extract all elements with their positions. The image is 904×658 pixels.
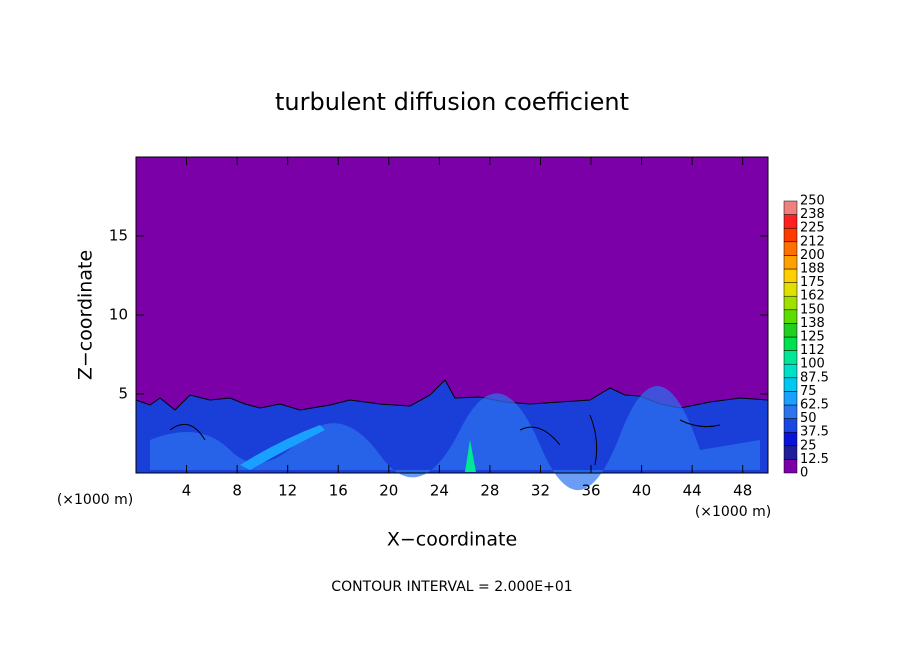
colorbar-label: 150 (800, 302, 825, 317)
colorbar-label: 50 (800, 411, 817, 426)
x-tick-label: 12 (278, 482, 297, 500)
annotation: CONTOUR INTERVAL = 2.000E+01 (331, 579, 572, 595)
colorbar-band (783, 377, 798, 392)
x-tick-label: 32 (531, 482, 550, 500)
x-axis-label: X−coordinate (387, 529, 517, 551)
colorbar-band (783, 295, 798, 311)
colorbar-label: 162 (800, 289, 825, 304)
y-tick-label: 10 (109, 306, 128, 324)
colorbar-band (783, 350, 798, 365)
x-tick-label: 20 (379, 482, 398, 500)
x-tick-label: 28 (480, 482, 499, 500)
colorbar-label: 125 (800, 330, 825, 345)
colorbar-band (783, 404, 798, 419)
colorbar-label: 112 (800, 343, 825, 358)
colorbar-band (783, 323, 798, 338)
x-tick-label: 36 (581, 482, 600, 500)
x-unit-label: (×1000 m) (57, 492, 133, 508)
contour-line (169, 414, 721, 466)
colorbar-band (783, 268, 798, 283)
x-tick-label: 16 (329, 482, 348, 500)
colorbar-label: 138 (800, 316, 825, 331)
colorbar-band (783, 309, 798, 324)
colorbar-label: 212 (800, 234, 825, 249)
colorbar-label: 75 (800, 384, 817, 399)
colorbar-band (783, 227, 798, 243)
colorbar-band (783, 282, 798, 297)
chart-title: turbulent diffusion coefficient (275, 88, 629, 116)
x-tick-label: 40 (632, 482, 651, 500)
colorbar-label: 188 (800, 262, 825, 277)
x-tick-label: 24 (430, 482, 449, 500)
colorbar-band (783, 336, 798, 351)
colorbar-label: 200 (800, 248, 825, 263)
colorbar-label: 12.5 (800, 452, 829, 467)
colorbar-label: 238 (800, 207, 825, 222)
turbulent-core (150, 386, 760, 491)
colorbar-band (783, 200, 798, 215)
colorbar-band (783, 459, 798, 474)
colorbar-label: 175 (800, 275, 825, 290)
colorbar-band (783, 241, 798, 256)
y-axis-label: Z−coordinate (75, 250, 97, 380)
colorbar-label: 225 (800, 221, 825, 236)
x-tick-label: 48 (733, 482, 752, 500)
colorbar-band (783, 431, 798, 447)
colorbar-band (783, 445, 798, 460)
colorbar-band (783, 363, 798, 379)
colorbar-label: 87.5 (800, 370, 829, 385)
x-tick-label: 8 (232, 482, 242, 500)
x-tick-label: 4 (182, 482, 192, 500)
contour-field (135, 157, 769, 491)
colorbar-band (783, 214, 798, 229)
colorbar-label: 62.5 (800, 398, 829, 413)
y-tick-label: 15 (109, 227, 128, 245)
x-unit-label: (×1000 m) (695, 504, 771, 520)
x-tick-label: 44 (683, 482, 702, 500)
y-tick-label: 5 (118, 385, 128, 403)
colorbar-label: 0 (800, 466, 808, 481)
colorbar-label: 250 (800, 194, 825, 209)
colorbar-label: 37.5 (800, 425, 829, 440)
colorbar-band (783, 255, 798, 270)
colorbar-band (783, 418, 798, 433)
colorbar-label: 25 (800, 438, 817, 453)
colorbar-label: 100 (800, 357, 825, 372)
turbulent-streak (465, 440, 476, 472)
colorbar-band (783, 391, 798, 406)
turbulent-streak (240, 425, 325, 470)
